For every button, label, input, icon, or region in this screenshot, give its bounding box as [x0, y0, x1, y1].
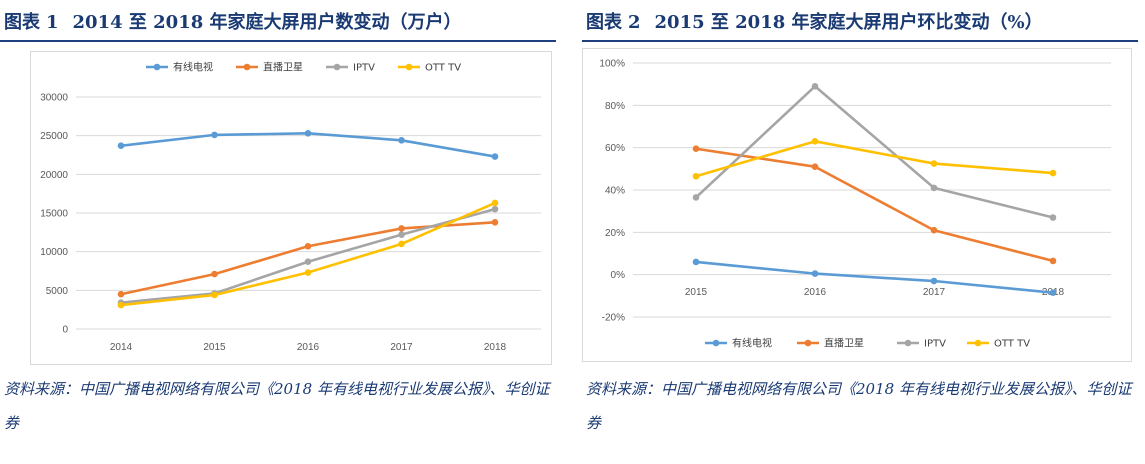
- data-point: [398, 240, 405, 248]
- series-line: [120, 220, 496, 296]
- y-tick-label: 60%: [605, 143, 625, 154]
- y-tick-label: 40%: [605, 186, 625, 197]
- x-tick-label: 2016: [804, 287, 827, 298]
- figure-2-source: 资料来源：中国广播电视网络有限公司《2018 年有线电视行业发展公报》、华创证券: [586, 380, 1132, 432]
- legend-label: IPTV: [924, 339, 946, 350]
- figure-1-title: 图表 1 2014 至 2018 年家庭大屏用户数变动（万户）: [4, 8, 554, 38]
- legend-swatch-marker: [904, 339, 912, 347]
- data-point: [930, 184, 938, 192]
- legend-swatch-marker: [974, 339, 982, 347]
- data-point: [117, 142, 125, 150]
- figure-1-source: 资料来源：中国广播电视网络有限公司《2018 年有线电视行业发展公报》、华创证券: [4, 380, 550, 432]
- legend-swatch-marker: [712, 339, 720, 347]
- data-point: [211, 131, 218, 139]
- data-point: [398, 231, 405, 238]
- data-point: [930, 160, 938, 167]
- chart-2-frame: -20%0%20%40%60%80%100%2015201620172018有线…: [582, 48, 1132, 362]
- x-tick-label: 2014: [110, 342, 133, 353]
- chart-1-frame: 0 5000 10000 15000 20000 25000 30000 2014 2015 20…: [30, 51, 552, 365]
- legend-swatch-marker: [333, 63, 341, 71]
- data-point: [211, 291, 218, 299]
- y-tick-label: 30000: [40, 93, 68, 104]
- chart-2: -20%0%20%40%60%80%100%2015201620172018有线…: [599, 59, 1111, 350]
- title-rule: [582, 40, 1138, 42]
- y-tick-label: 10000: [40, 247, 68, 258]
- x-tick-label: 2016: [297, 342, 320, 353]
- data-point: [692, 258, 700, 266]
- figure-1-title-text: 2014 至 2018 年家庭大屏用户数变动（万户）: [72, 12, 462, 33]
- legend-label: OTT TV: [994, 339, 1030, 350]
- figure-2: 图表 2 2015 至 2018 年家庭大屏用户环比变动（%） -20% 0% 20% 4…: [582, 0, 1140, 464]
- figure-1-label: 图表: [4, 12, 40, 33]
- figure-1: 图表 1 2014 至 2018 年家庭大屏用户数变动（万户） 0 5000 10000…: [0, 0, 558, 464]
- y-tick-label: 25000: [40, 131, 68, 142]
- data-point: [304, 269, 312, 276]
- legend-label: 直播卫星: [824, 337, 864, 350]
- y-tick-label: -20%: [602, 313, 625, 324]
- figure-2-number: 2: [628, 12, 641, 33]
- x-tick-label: 2017: [923, 287, 946, 298]
- legend-swatch-marker: [804, 339, 812, 347]
- data-point: [491, 199, 499, 207]
- x-tick-label: 2015: [685, 287, 708, 298]
- data-point: [1049, 169, 1057, 177]
- data-point: [1049, 257, 1057, 265]
- data-point: [1049, 289, 1057, 296]
- data-point: [211, 270, 218, 278]
- legend-swatch-marker: [405, 63, 413, 71]
- series-line: [120, 207, 496, 305]
- data-point: [692, 194, 700, 201]
- series-line: [695, 140, 1054, 178]
- legend-label: OTT TV: [425, 63, 461, 74]
- series-line: [695, 84, 1054, 219]
- data-point: [811, 82, 819, 90]
- y-tick-label: 15000: [40, 209, 68, 220]
- figure-2-label: 图表: [586, 12, 622, 33]
- x-tick-label: 2018: [484, 342, 507, 353]
- series-line: [120, 132, 496, 158]
- y-tick-label: 0: [62, 325, 68, 336]
- legend-label: 直播卫星: [263, 61, 303, 74]
- x-tick-label: 2015: [203, 342, 226, 353]
- data-point: [811, 270, 819, 277]
- data-point: [117, 290, 125, 298]
- series-line: [695, 260, 1054, 294]
- figure-1-number: 1: [46, 12, 59, 33]
- y-tick-label: 5000: [46, 286, 69, 297]
- data-point: [117, 301, 125, 309]
- data-point: [930, 277, 938, 285]
- data-point: [491, 153, 499, 160]
- data-point: [304, 242, 312, 250]
- y-tick-label: 0%: [611, 270, 626, 281]
- chart-1: 0 5000 10000 15000 20000 25000 30000 2014 2015 20…: [40, 61, 541, 353]
- y-tick-label: 20%: [605, 228, 625, 239]
- data-point: [398, 137, 405, 144]
- data-point: [491, 205, 499, 213]
- y-tick-label: 20000: [40, 170, 68, 181]
- data-point: [398, 225, 405, 232]
- legend-label: 有线电视: [173, 61, 213, 74]
- data-point: [491, 218, 499, 226]
- legend-swatch-marker: [153, 63, 161, 71]
- data-point: [811, 138, 819, 145]
- data-point: [811, 163, 819, 171]
- data-point: [692, 145, 700, 153]
- data-point: [930, 226, 938, 234]
- legend-label: 有线电视: [732, 337, 772, 350]
- data-point: [692, 172, 700, 180]
- legend-label: IPTV: [353, 63, 375, 74]
- figure-2-title: 图表 2 2015 至 2018 年家庭大屏用户环比变动（%）: [586, 8, 1136, 38]
- x-tick-label: 2017: [390, 342, 413, 353]
- y-tick-label: 80%: [605, 101, 625, 112]
- series-line: [120, 201, 496, 307]
- figure-2-title-text: 2015 至 2018 年家庭大屏用户环比变动（%）: [654, 12, 1043, 33]
- legend-swatch-marker: [243, 63, 251, 71]
- data-point: [304, 130, 312, 137]
- data-point: [1049, 214, 1057, 221]
- data-point: [304, 258, 312, 266]
- title-rule: [0, 40, 556, 42]
- y-tick-label: 100%: [599, 59, 625, 70]
